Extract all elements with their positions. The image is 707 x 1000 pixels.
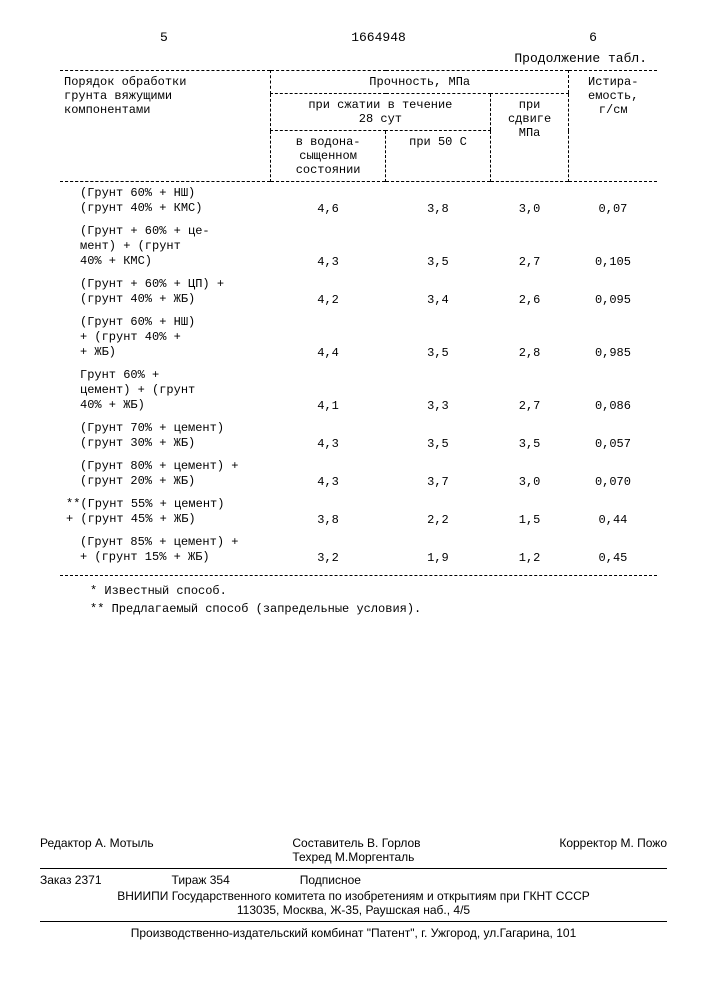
cell-value: 0,057 xyxy=(569,417,657,455)
printer-line: Производственно-издательский комбинат "П… xyxy=(40,926,667,940)
cell-value: 0,095 xyxy=(569,273,657,311)
cell-value: 0,45 xyxy=(569,531,657,569)
cell-value: 2,8 xyxy=(490,311,569,364)
page-num-left: 5 xyxy=(160,30,168,45)
cell-value: 4,2 xyxy=(271,273,386,311)
cell-value: 3,0 xyxy=(490,182,569,221)
table-header: Порядок обработки грунта вяжущими компон… xyxy=(60,71,657,182)
cell-value: 4,6 xyxy=(271,182,386,221)
corrector: Корректор М. Пожо xyxy=(559,836,667,864)
cell-value: 0,086 xyxy=(569,364,657,417)
cell-value: 3,5 xyxy=(490,417,569,455)
compiler-techred: Составитель В. Горлов Техред М.Моргентал… xyxy=(292,836,420,864)
cell-value: 3,2 xyxy=(271,531,386,569)
table-body: (Грунт 60% + НШ)(грунт 40% + КМС)4,63,83… xyxy=(60,182,657,570)
imprint-footer: Редактор А. Мотыль Составитель В. Горлов… xyxy=(40,836,667,940)
rule-1 xyxy=(40,868,667,869)
cell-value: 3,8 xyxy=(386,182,491,221)
header-strength: Прочность, МПа xyxy=(271,71,569,94)
table-row: Грунт 60% +цемент) + (грунт40% + ЖБ)4,13… xyxy=(60,364,657,417)
cell-value: 0,07 xyxy=(569,182,657,221)
credits-row: Редактор А. Мотыль Составитель В. Горлов… xyxy=(40,836,667,864)
page-body: 5 1664948 6 Продолжение табл. Порядок об… xyxy=(0,0,707,638)
cell-value: 3,8 xyxy=(271,493,386,531)
table-bottom-rule xyxy=(60,575,657,576)
cell-value: 1,2 xyxy=(490,531,569,569)
cell-value: 3,7 xyxy=(386,455,491,493)
row-star: ** xyxy=(66,497,80,511)
subscription: Подписное xyxy=(300,873,361,887)
tirage: Тираж 354 xyxy=(172,873,230,887)
cell-value: 4,1 xyxy=(271,364,386,417)
cell-value: 1,5 xyxy=(490,493,569,531)
row-label: (Грунт 70% + цемент)(грунт 30% + ЖБ) xyxy=(60,417,271,455)
footnotes: * Известный способ. ** Предлагаемый спос… xyxy=(90,582,657,618)
cell-value: 2,7 xyxy=(490,220,569,273)
page-num-right: 6 xyxy=(589,30,597,45)
footnote-2: ** Предлагаемый способ (запредельные усл… xyxy=(90,600,657,618)
row-label: (Грунт 60% + НШ)(грунт 40% + КМС) xyxy=(60,182,271,221)
cell-value: 2,2 xyxy=(386,493,491,531)
cell-value: 0,985 xyxy=(569,311,657,364)
cell-value: 3,5 xyxy=(386,417,491,455)
cell-value: 3,5 xyxy=(386,220,491,273)
header-shear: при сдвиге МПа xyxy=(490,94,569,182)
cell-value: 1,9 xyxy=(386,531,491,569)
cell-value: 0,070 xyxy=(569,455,657,493)
doc-number: 1664948 xyxy=(351,30,406,45)
cell-value: 4,3 xyxy=(271,220,386,273)
table-continuation: Продолжение табл. xyxy=(60,51,647,66)
table-row: (Грунт 60% + НШ)(грунт 40% + КМС)4,63,83… xyxy=(60,182,657,221)
header-procedure: Порядок обработки грунта вяжущими компон… xyxy=(60,71,271,182)
order-row: Заказ 2371 Тираж 354 Подписное xyxy=(40,873,667,887)
page-number-row: 5 1664948 6 xyxy=(160,30,597,45)
order-num: Заказ 2371 xyxy=(40,873,102,887)
row-label: (Грунт 85% + цемент) ++ (грунт 15% + ЖБ) xyxy=(60,531,271,569)
cell-value: 4,3 xyxy=(271,455,386,493)
data-table: Порядок обработки грунта вяжущими компон… xyxy=(60,70,657,569)
table-row: (Грунт 80% + цемент) +(грунт 20% + ЖБ)4,… xyxy=(60,455,657,493)
header-compression: при сжатии в течение 28 сут xyxy=(271,94,491,131)
cell-value: 4,3 xyxy=(271,417,386,455)
rule-2 xyxy=(40,921,667,922)
table-row: (Грунт 70% + цемент)(грунт 30% + ЖБ)4,33… xyxy=(60,417,657,455)
row-label: (Грунт 80% + цемент) +(грунт 20% + ЖБ) xyxy=(60,455,271,493)
cell-value: 3,0 xyxy=(490,455,569,493)
table-row: **(Грунт 55% + цемент)+ (грунт 45% + ЖБ)… xyxy=(60,493,657,531)
cell-value: 2,7 xyxy=(490,364,569,417)
row-label: (Грунт + 60% + це-мент) + (грунт40% + КМ… xyxy=(60,220,271,273)
org-line: ВНИИПИ Государственного комитета по изоб… xyxy=(40,889,667,903)
table-row: (Грунт 60% + НШ)+ (грунт 40% ++ ЖБ)4,43,… xyxy=(60,311,657,364)
header-watersat: в водона- сыщенном состоянии xyxy=(271,131,386,182)
cell-value: 4,4 xyxy=(271,311,386,364)
row-label: Грунт 60% +цемент) + (грунт40% + ЖБ) xyxy=(60,364,271,417)
header-abrasion: Истира- емость, г/см xyxy=(569,71,657,182)
addr-line: 113035, Москва, Ж-35, Раушская наб., 4/5 xyxy=(40,903,667,917)
row-label: **(Грунт 55% + цемент)+ (грунт 45% + ЖБ) xyxy=(60,493,271,531)
table-row: (Грунт + 60% + ЦП) +(грунт 40% + ЖБ)4,23… xyxy=(60,273,657,311)
cell-value: 3,4 xyxy=(386,273,491,311)
cell-value: 3,5 xyxy=(386,311,491,364)
cell-value: 0,105 xyxy=(569,220,657,273)
table-row: (Грунт + 60% + це-мент) + (грунт40% + КМ… xyxy=(60,220,657,273)
cell-value: 2,6 xyxy=(490,273,569,311)
table-row: (Грунт 85% + цемент) ++ (грунт 15% + ЖБ)… xyxy=(60,531,657,569)
row-label: (Грунт 60% + НШ)+ (грунт 40% ++ ЖБ) xyxy=(60,311,271,364)
editor: Редактор А. Мотыль xyxy=(40,836,154,864)
row-label: (Грунт + 60% + ЦП) +(грунт 40% + ЖБ) xyxy=(60,273,271,311)
footnote-1: * Известный способ. xyxy=(90,582,657,600)
header-50c: при 50 С xyxy=(386,131,491,182)
cell-value: 3,3 xyxy=(386,364,491,417)
cell-value: 0,44 xyxy=(569,493,657,531)
